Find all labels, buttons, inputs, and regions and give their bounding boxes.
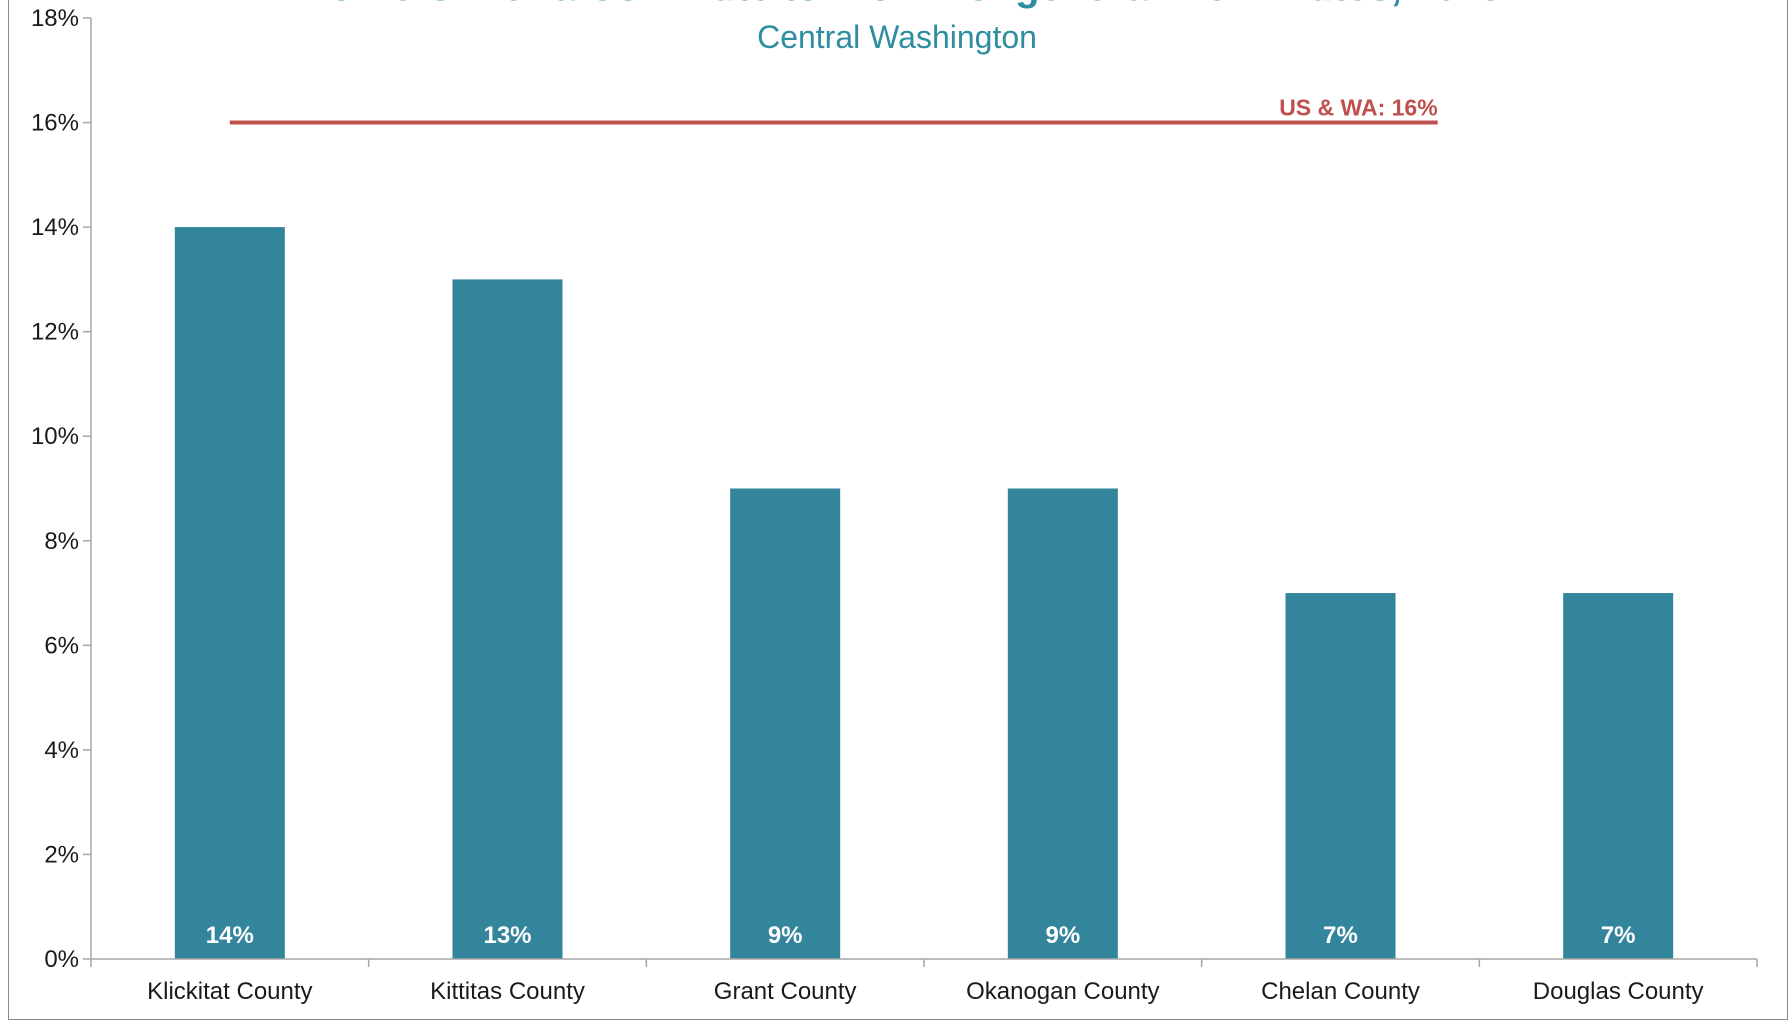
reference-line-label: US & WA: 16%	[1279, 95, 1437, 121]
bar-value-label: 7%	[1601, 922, 1636, 949]
bar-value-label: 9%	[768, 922, 803, 949]
bar-value-label: 14%	[206, 922, 254, 949]
y-tick-label: 2%	[44, 841, 79, 868]
bar	[452, 279, 563, 959]
chart-frame: Workers with a Commute to Work Longer th…	[8, 0, 1788, 1020]
bars-layer: 14% 13% 9% 9% 7% 7%	[174, 227, 1674, 960]
axes-layer: 0% 2% 4% 6% 8% 10% 12% 14% 16% 18% Klickitat Count…	[31, 5, 1758, 1005]
category-label: Grant County	[714, 978, 857, 1005]
category-label: Okanogan County	[966, 978, 1159, 1005]
bar-value-label: 7%	[1323, 922, 1358, 949]
reference-layer: US & WA: 16%	[229, 95, 1438, 125]
y-tick-label: 18%	[31, 5, 79, 32]
y-tick-label: 16%	[31, 110, 79, 137]
category-label: Chelan County	[1261, 978, 1420, 1005]
bar-chart: Workers with a Commute to Work Longer th…	[31, 0, 1758, 1005]
bar	[174, 227, 285, 960]
chart-title: Workers with a Commute to Work Longer th…	[292, 0, 1502, 9]
category-label: Klickitat County	[147, 978, 312, 1005]
chart-subtitle: Central Washington	[757, 19, 1037, 55]
y-tick-label: 10%	[31, 423, 79, 450]
bar	[730, 488, 841, 959]
y-tick-label: 0%	[44, 946, 79, 973]
bar	[1563, 593, 1674, 959]
y-tick-label: 8%	[44, 528, 79, 555]
y-tick-label: 6%	[44, 632, 79, 659]
bar-value-label: 9%	[1045, 922, 1080, 949]
bar	[1285, 593, 1396, 959]
y-tick-label: 12%	[31, 319, 79, 346]
category-label: Douglas County	[1533, 978, 1704, 1005]
y-tick-label: 14%	[31, 214, 79, 241]
bar-value-label: 13%	[483, 922, 531, 949]
category-label: Kittitas County	[430, 978, 585, 1005]
bar	[1007, 488, 1118, 959]
y-tick-label: 4%	[44, 737, 79, 764]
